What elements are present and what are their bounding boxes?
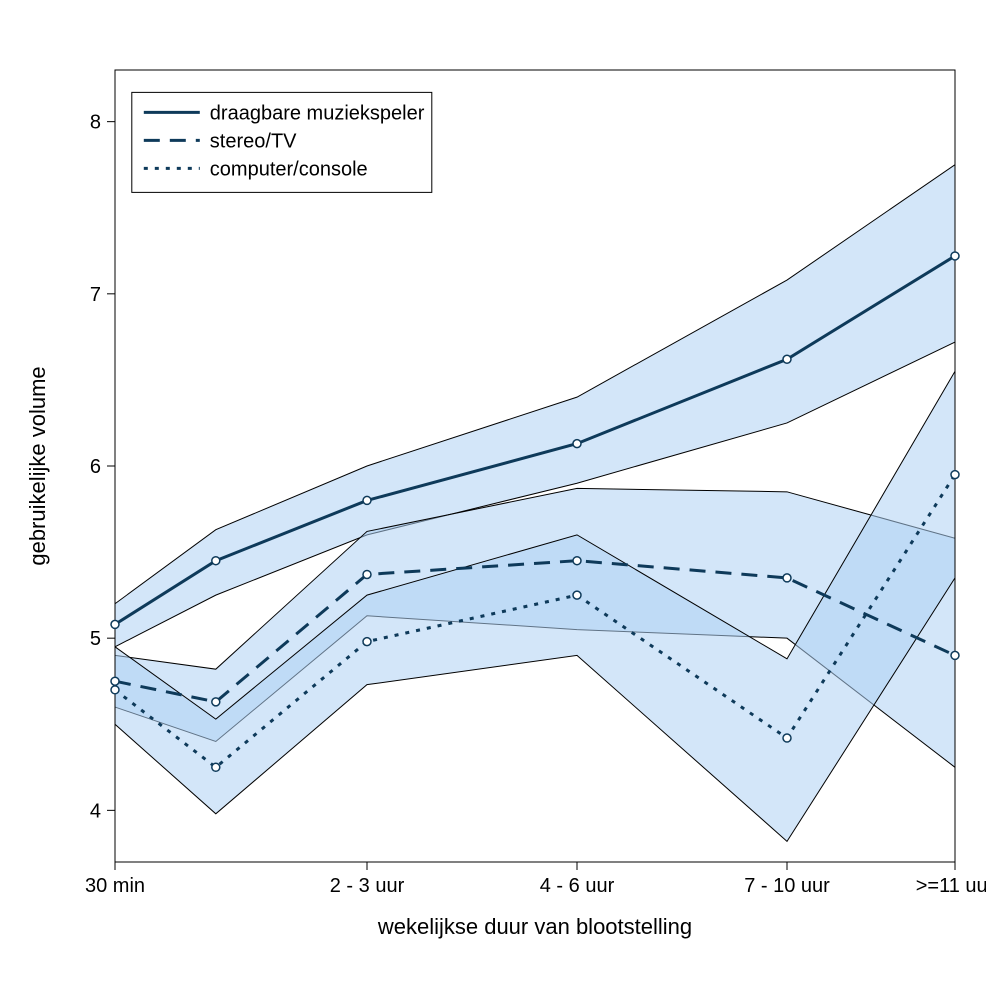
- legend-label: stereo/TV: [210, 130, 297, 152]
- xtick-label: 30 min: [85, 875, 145, 897]
- ytick-label: 7: [90, 284, 101, 306]
- ytick-label: 8: [90, 112, 101, 134]
- xtick-label: >=11 uur: [916, 875, 986, 897]
- marker: [363, 638, 371, 646]
- y-axis-label: gebruikelijke volume: [25, 366, 50, 565]
- ytick-label: 4: [90, 800, 101, 822]
- marker: [951, 651, 959, 659]
- marker: [111, 686, 119, 694]
- marker: [212, 698, 220, 706]
- xtick-label: 2 - 3 uur: [330, 875, 405, 897]
- marker: [573, 591, 581, 599]
- chart-container: { "chart": { "type": "line-with-confiden…: [0, 0, 986, 986]
- ytick-label: 6: [90, 456, 101, 478]
- marker: [783, 355, 791, 363]
- marker: [111, 677, 119, 685]
- marker: [951, 252, 959, 260]
- marker: [783, 734, 791, 742]
- marker: [573, 557, 581, 565]
- marker: [951, 471, 959, 479]
- marker: [783, 574, 791, 582]
- line-chart: 4 5 6 7 8 30 min 2 - 3 uur 4 - 6 uur 7 - 10 uur >…: [0, 0, 986, 986]
- ytick-label: 5: [90, 628, 101, 650]
- legend-label: computer/console: [210, 158, 368, 180]
- xtick-label: 7 - 10 uur: [744, 875, 830, 897]
- marker: [363, 496, 371, 504]
- marker: [111, 620, 119, 628]
- marker: [363, 570, 371, 578]
- xtick-label: 4 - 6 uur: [540, 875, 615, 897]
- marker: [212, 557, 220, 565]
- x-axis-label: wekelijkse duur van blootstelling: [377, 914, 692, 939]
- marker: [212, 763, 220, 771]
- legend-label: draagbare muziekspeler: [210, 102, 425, 124]
- marker: [573, 440, 581, 448]
